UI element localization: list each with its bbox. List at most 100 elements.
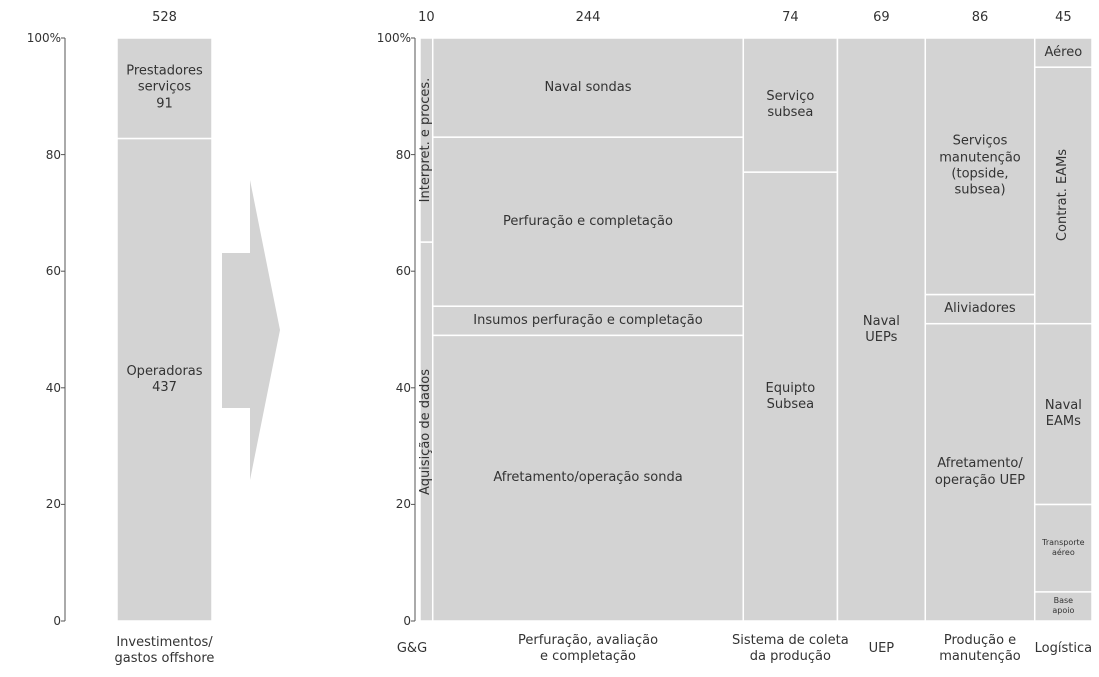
segment-label-text: Naval UEPs — [862, 313, 900, 345]
x-category-label: Logística — [1035, 641, 1092, 657]
segment-label-text: Transporte aéreo — [1042, 538, 1085, 558]
segment-label-text: Afretamento/ operação UEP — [934, 456, 1026, 488]
segment-label-text: Interpret. e proces. — [418, 77, 434, 203]
x-category-label-text: Perfuração, avaliação e completação — [517, 632, 659, 664]
segment — [431, 136, 745, 307]
segment-label-text: Naval EAMs — [1044, 397, 1082, 430]
arrow — [222, 180, 280, 480]
y-tick-label: 20 — [46, 497, 61, 511]
segment-label-text: Aquisição de dados — [418, 368, 434, 495]
segment-label-text: 91 — [156, 96, 173, 112]
y-tick-label: 0 — [53, 614, 61, 628]
y-tick-label-text: 40 — [395, 380, 411, 395]
segment-label-text: Perfuração e completação — [503, 213, 673, 229]
y-tick-label-text: 60 — [45, 264, 61, 279]
segment-label: Contrat. EAMs — [1055, 149, 1071, 241]
segment-label: Base apoio — [1046, 596, 1082, 616]
y-tick-label: 80 — [396, 148, 411, 162]
segment — [924, 322, 1036, 622]
segment-label-text: Afretamento/operação sonda — [493, 470, 683, 486]
y-tick-label: 100% — [27, 31, 61, 45]
x-category-label: Sistema de coleta da produção — [732, 633, 849, 666]
segment-label-text: Aliviadores — [944, 300, 1016, 316]
segment-label: Equipto Subsea — [766, 380, 816, 413]
segment-label: Prestadores serviços 91 — [126, 64, 203, 113]
y-tick-label: 60 — [396, 264, 411, 278]
column-width-label: 45 — [1055, 10, 1072, 26]
y-tick-label: 80 — [46, 148, 61, 162]
segment-label: Naval UEPs — [863, 313, 900, 346]
segment-label-text: Base apoio — [1052, 596, 1075, 616]
column-width-label-text: 74 — [782, 9, 799, 25]
y-tick-label: 60 — [46, 264, 61, 278]
y-tick-label: 40 — [396, 381, 411, 395]
column-width-label-text: 86 — [971, 9, 989, 25]
column-width-label: 69 — [873, 10, 890, 26]
segment-label: Insumos perfuração e completação — [473, 313, 702, 329]
segment-label-text: Operadoras — [126, 363, 203, 379]
segment-label: Operadoras 437 — [126, 363, 202, 396]
x-category-label-text: Logística — [1034, 640, 1093, 656]
bar-segment — [116, 37, 213, 140]
x-category-label: Produção e manutenção — [939, 633, 1021, 666]
segment-label: Perfuração e completação — [503, 214, 673, 230]
x-category-label: G&G — [397, 641, 427, 657]
x-category-label-text: Sistema de coleta da produção — [732, 632, 849, 664]
segment-label: Aquisição de dados — [418, 369, 434, 495]
column-width-label-text: 244 — [575, 9, 601, 25]
y-tick-label-text: 40 — [45, 380, 61, 395]
segment-label: Serviços manutenção (topside, subsea) — [939, 134, 1021, 199]
column-width-label: 244 — [576, 10, 601, 26]
x-category-label-text: Investimentos/ gastos offshore — [114, 634, 215, 666]
y-tick-label-text: 0 — [53, 614, 61, 628]
y-tick-label-text: 20 — [45, 497, 61, 512]
segment — [1033, 503, 1093, 593]
x-category-label-text: Produção e manutenção — [939, 632, 1021, 664]
segment — [1033, 37, 1093, 68]
segment-label: Naval sondas — [544, 79, 631, 95]
segment-label: Transporte aéreo — [1042, 538, 1084, 558]
column-width-label: 74 — [782, 10, 799, 26]
y-tick-label-text: 20 — [395, 497, 411, 512]
x-category-label: UEP — [869, 641, 895, 657]
column-width-label: 10 — [418, 10, 435, 26]
column-width-label: 86 — [972, 10, 989, 26]
segment-label-text: 437 — [152, 379, 177, 395]
segment-label-text: Naval sondas — [544, 79, 632, 95]
y-tick-label-text: 80 — [395, 147, 411, 162]
segment — [431, 334, 745, 622]
x-category-label: Investimentos/ gastos offshore — [115, 635, 215, 668]
segment-label: Naval EAMs — [1045, 398, 1082, 431]
segment-label-text: Serviços manutenção (topside, subsea) — [939, 133, 1021, 198]
segment-label: Aliviadores — [944, 301, 1015, 317]
column-width-label-text: 69 — [873, 9, 890, 25]
segment — [924, 37, 1036, 296]
segment-label-text: Equipto Subsea — [765, 380, 816, 412]
y-tick-label: 40 — [46, 381, 61, 395]
segment — [742, 37, 839, 173]
x-category-label-text: G&G — [396, 640, 428, 656]
segment-label: Afretamento/operação sonda — [493, 470, 682, 486]
segment-label-text: Aéreo — [1044, 44, 1083, 60]
y-tick-label-text: 80 — [45, 147, 61, 162]
segment — [836, 37, 927, 622]
total-label: 528 — [152, 10, 177, 26]
total-label-text: 528 — [152, 9, 177, 25]
segment-label-text: Serviço subsea — [766, 88, 815, 121]
column-width-label-text: 45 — [1055, 9, 1072, 25]
x-category-label: Perfuração, avaliação e completação — [518, 633, 658, 666]
segment-label-text: Insumos perfuração e completação — [473, 312, 703, 328]
segment-label: Interpret. e proces. — [418, 78, 434, 203]
x-category-label-text: UEP — [868, 640, 895, 656]
y-tick-label-text: 100% — [376, 31, 411, 45]
y-tick-label: 100% — [377, 31, 411, 45]
segment-label-text: Prestadores serviços — [126, 63, 203, 96]
segment — [1033, 322, 1093, 506]
y-tick-label: 20 — [396, 497, 411, 511]
y-tick-label-text: 100% — [26, 31, 61, 45]
segment-label: Serviço subsea — [766, 89, 814, 122]
y-tick-label: 0 — [403, 614, 411, 628]
segment-label: Afretamento/ operação UEP — [935, 456, 1025, 489]
